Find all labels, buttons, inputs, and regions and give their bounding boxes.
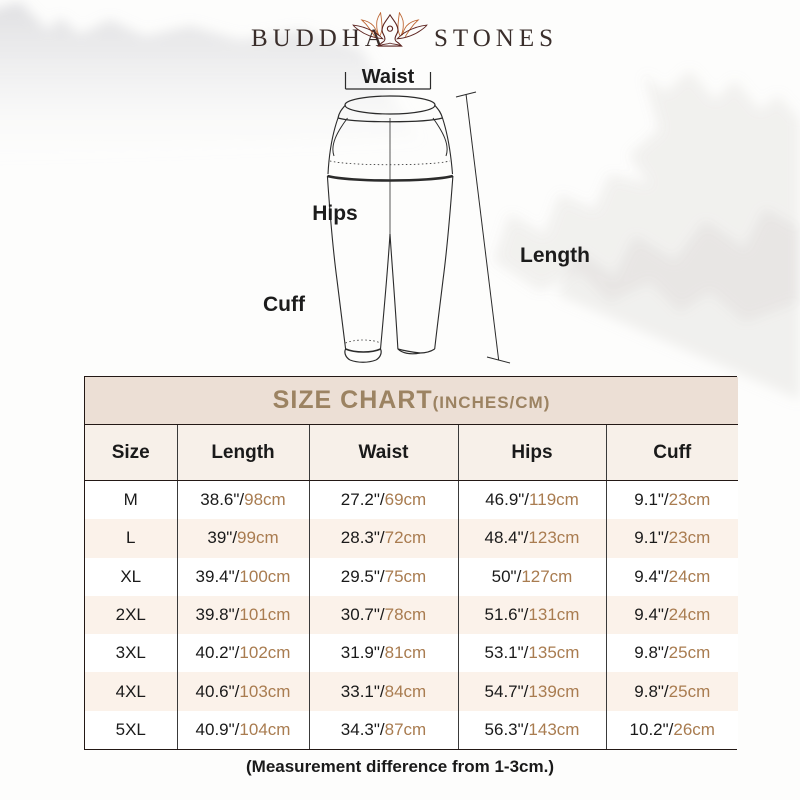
svg-text:Waist: Waist [362, 66, 415, 88]
svg-text:Cuff: Cuff [263, 293, 306, 316]
svg-text:Length: Length [520, 244, 590, 267]
svg-text:Hips: Hips [312, 202, 358, 225]
